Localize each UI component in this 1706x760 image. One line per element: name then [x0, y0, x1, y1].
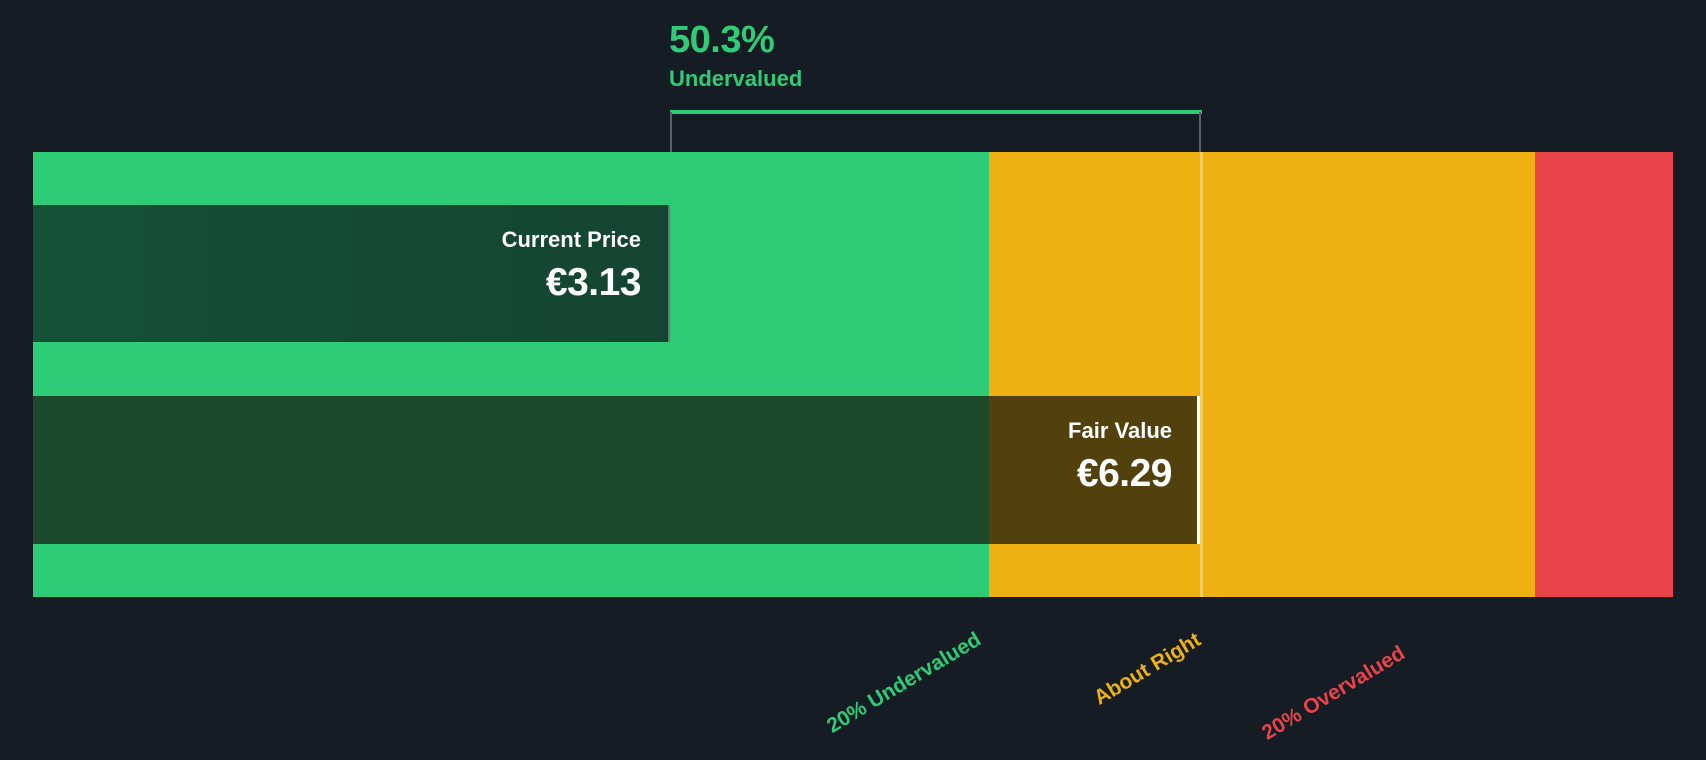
current-price-label: Current Price — [501, 227, 641, 252]
marker-tick-current-price — [670, 112, 672, 159]
valuation-percent: 50.3% — [669, 19, 775, 61]
marker-tick-fair-value — [1199, 112, 1201, 159]
current-price-bar: Current Price €3.13 — [33, 205, 670, 342]
valuation-status: Undervalued — [669, 66, 803, 91]
fair-value-label: Fair Value — [1068, 418, 1172, 443]
fair-value-bar: Fair Value €6.29 — [33, 396, 1200, 544]
valuation-marker-line — [670, 110, 1202, 114]
zone-overvalued — [1535, 152, 1673, 597]
valuation-callout: 50.3% Undervalued — [669, 18, 1229, 94]
axis-label-about-right: About Right — [1090, 628, 1205, 710]
current-price-value: €3.13 — [545, 261, 642, 304]
zone-divider-line — [1200, 152, 1203, 597]
fair-value-value: €6.29 — [1076, 452, 1173, 495]
axis-label-undervalued: 20% Undervalued — [823, 627, 985, 738]
axis-label-overvalued: 20% Overvalued — [1258, 641, 1409, 745]
